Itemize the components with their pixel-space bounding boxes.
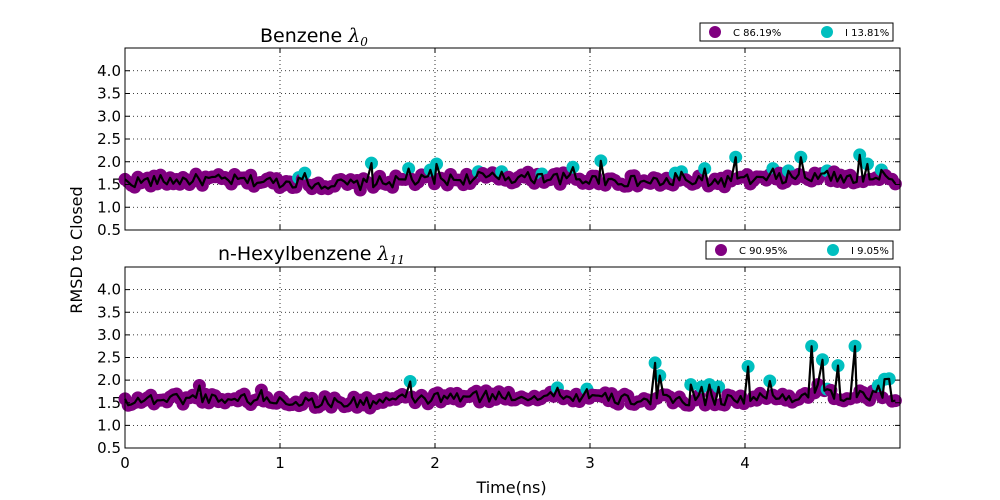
legend-label: I 9.05% [851, 246, 889, 257]
legend-label: C 90.95% [739, 246, 787, 257]
legend-label: C 86.19% [733, 28, 781, 39]
legend-box [705, 240, 894, 260]
legend-box [699, 22, 894, 42]
y-tick-label: 0.5 [97, 439, 121, 457]
panel-title: n-Hexylbenzene λ11 [218, 243, 405, 267]
y-tick-label: 1.5 [97, 176, 121, 194]
y-axis-label: RMSD to Closed [67, 186, 86, 313]
y-tick-label: 3.5 [97, 85, 121, 103]
legend-marker [821, 26, 833, 38]
rmsd-line [124, 153, 897, 192]
data-series [118, 148, 902, 197]
y-tick-label: 2.0 [97, 153, 121, 171]
y-tick-label: 0.5 [97, 221, 121, 239]
x-axis-label: Time(ns) [475, 478, 546, 497]
y-tick-label: 4.0 [97, 62, 121, 80]
rmsd-line [124, 345, 896, 410]
y-tick-label: 1.0 [97, 416, 121, 434]
legend-marker [827, 244, 839, 256]
y-tick-label: 2.0 [97, 371, 121, 389]
y-tick-label: 4.0 [97, 281, 121, 299]
panel-title: Benzene λ0 [260, 25, 368, 49]
legend: C 90.95% I 9.05% [705, 240, 894, 260]
data-series [118, 339, 902, 415]
legend: C 86.19% I 13.81% [699, 22, 894, 42]
legend-marker [715, 244, 727, 256]
y-tick-label: 3.5 [97, 303, 121, 321]
x-tick-label: 2 [430, 454, 440, 472]
x-tick-label: 1 [275, 454, 285, 472]
grid [125, 48, 900, 230]
y-tick-label: 2.5 [97, 130, 121, 148]
hexylbenzene-panel: 0.5 1.0 1.5 2.0 2.5 3.0 3.5 4.0 0 1 2 3 4 Time(ns) n-H… [97, 240, 902, 497]
y-tick-label: 3.0 [97, 326, 121, 344]
grid [125, 267, 900, 448]
benzene-panel: 0.5 1.0 1.5 2.0 2.5 3.0 3.5 4.0 Benzene λ0 C 86.1… [97, 22, 902, 239]
x-tick-label: 0 [120, 454, 130, 472]
legend-marker [709, 26, 721, 38]
legend-label: I 13.81% [845, 28, 889, 39]
x-tick-label: 4 [740, 454, 750, 472]
y-tick-label: 2.5 [97, 349, 121, 367]
y-tick-label: 1.5 [97, 394, 121, 412]
y-tick-label: 1.0 [97, 198, 121, 216]
y-tick-label: 3.0 [97, 107, 121, 125]
x-tick-label: 3 [585, 454, 595, 472]
